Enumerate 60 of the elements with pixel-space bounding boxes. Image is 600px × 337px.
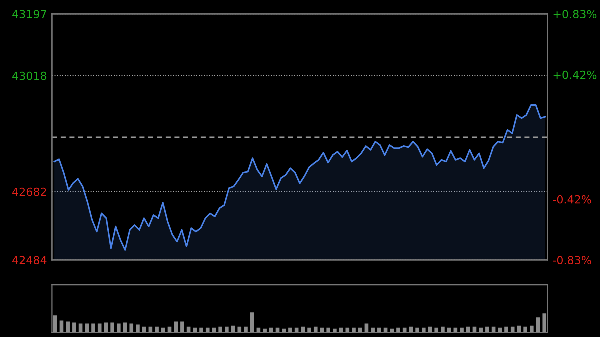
bar <box>225 326 229 333</box>
bar <box>244 326 248 333</box>
y2-tick-label: -0.83% <box>553 256 592 265</box>
y2-tick-label: -0.42% <box>553 195 592 204</box>
bar <box>92 324 96 333</box>
bar <box>536 318 540 333</box>
bar <box>524 326 528 333</box>
bar <box>479 328 483 333</box>
bar <box>66 322 70 333</box>
y2-tick-label: +0.42% <box>554 70 597 80</box>
bar <box>371 328 375 333</box>
bar <box>390 328 394 333</box>
bar <box>270 328 274 333</box>
bar <box>352 328 356 333</box>
y-tick-label: 42484 <box>12 256 47 265</box>
bar <box>460 328 464 333</box>
bar <box>422 328 426 333</box>
bar <box>441 326 445 333</box>
bar <box>60 320 64 333</box>
bar <box>200 328 204 333</box>
bar <box>510 326 515 333</box>
bar <box>504 326 508 333</box>
bar <box>308 328 312 333</box>
bar <box>416 328 420 333</box>
bar <box>155 326 159 333</box>
bar <box>72 322 76 333</box>
bar <box>53 316 58 333</box>
bar <box>434 328 439 333</box>
bar <box>180 322 184 333</box>
bar <box>396 328 400 333</box>
y-tick-label: 43018 <box>12 72 47 80</box>
bar <box>130 324 134 333</box>
bar <box>98 324 102 333</box>
bar <box>136 324 140 333</box>
bar <box>206 328 210 333</box>
bar <box>542 314 547 333</box>
bar <box>282 328 286 333</box>
bar <box>346 328 350 333</box>
bar <box>117 324 121 333</box>
bar <box>498 328 502 333</box>
y2-tick-label: +0.83% <box>554 10 597 19</box>
bar <box>326 328 330 333</box>
bar <box>218 326 222 333</box>
bar <box>263 328 267 333</box>
y-tick-label: 42682 <box>12 188 46 196</box>
bar <box>314 326 318 333</box>
bar <box>161 328 166 333</box>
bar <box>530 326 534 333</box>
bar <box>238 326 242 333</box>
bar <box>466 326 470 333</box>
bar <box>333 328 337 333</box>
bar <box>85 324 90 333</box>
bar <box>378 328 382 333</box>
bar <box>486 326 490 333</box>
bar <box>174 322 178 333</box>
y-tick-label: 43197 <box>12 10 46 19</box>
bar <box>288 328 292 333</box>
bar <box>250 312 254 333</box>
bar <box>110 322 114 333</box>
bar <box>358 328 362 333</box>
